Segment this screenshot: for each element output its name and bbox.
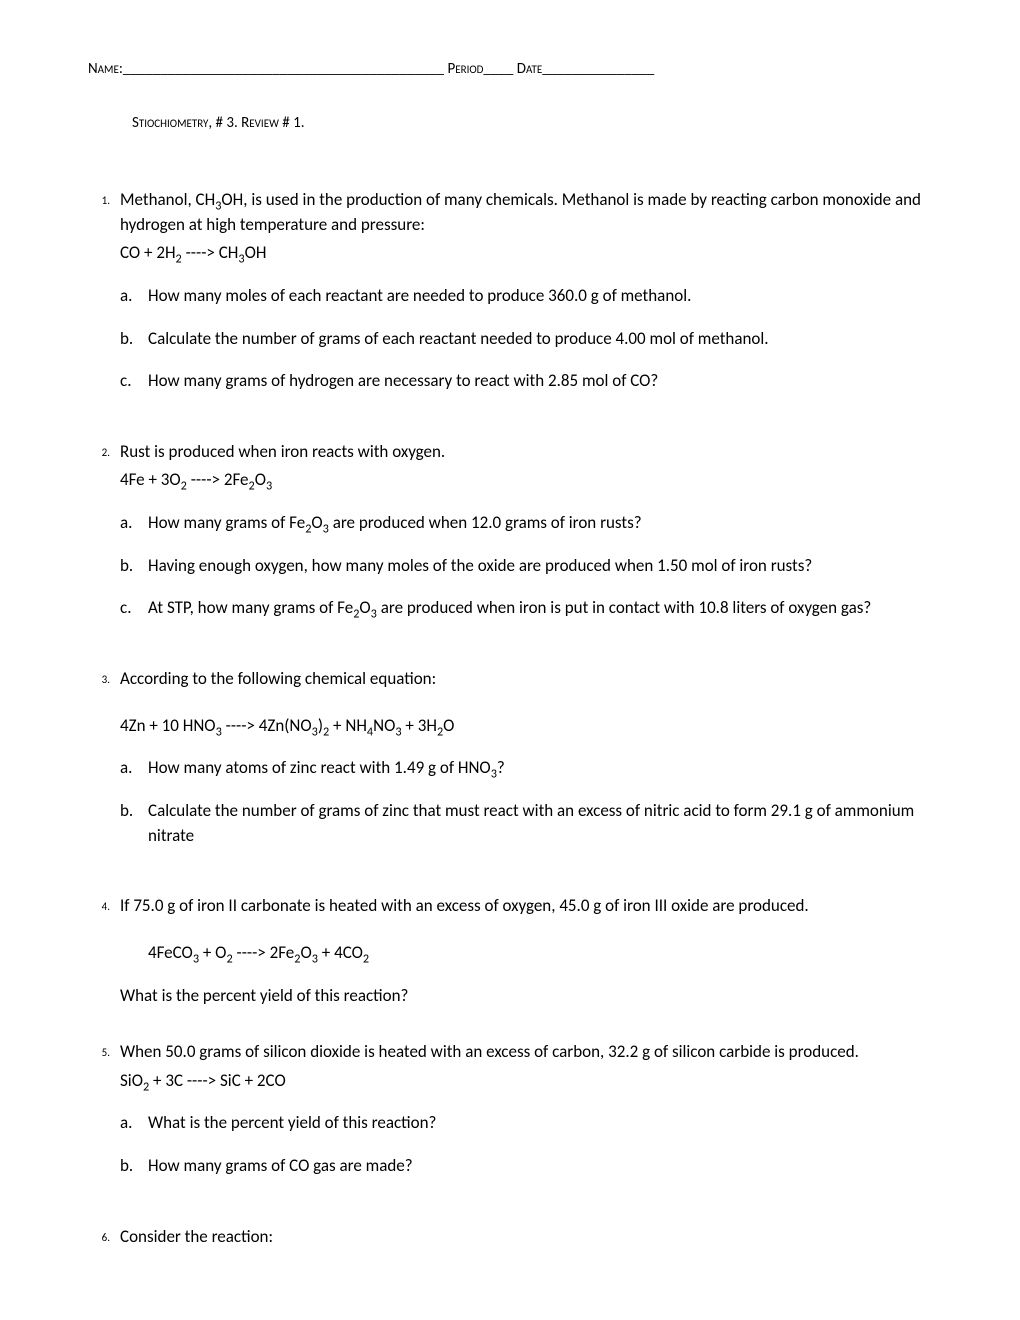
equation: SiO2 + 3C ----> SiC + 2CO [120, 1069, 932, 1094]
questions-container: 1.Methanol, CH3OH, is used in the produc… [88, 188, 932, 1253]
sub-item: b.Calculate the number of grams of zinc … [120, 799, 932, 848]
sub-letter: a. [120, 511, 148, 536]
equation: CO + 2H2 ----> CH3OH [120, 241, 932, 266]
sub-letter: c. [120, 369, 148, 394]
sub-item: c.How many grams of hydrogen are necessa… [120, 369, 932, 394]
follow-text: What is the percent yield of this reacti… [120, 984, 932, 1009]
sub-text: How many grams of Fe2O3 are produced whe… [148, 511, 932, 536]
sub-text: Calculate the number of grams of each re… [148, 327, 932, 352]
name-label: Name: [88, 60, 123, 78]
sub-letter: a. [120, 1111, 148, 1136]
equation: 4Zn + 10 HNO3 ----> 4Zn(NO3)2 + NH4NO3 +… [120, 714, 932, 739]
sub-list: a.How many grams of Fe2O3 are produced w… [120, 511, 932, 621]
sub-letter: a. [120, 756, 148, 781]
question-text: Rust is produced when iron reacts with o… [120, 440, 932, 465]
sub-list: a.How many atoms of zinc react with 1.49… [120, 756, 932, 848]
sub-letter: b. [120, 554, 148, 579]
question: 6.Consider the reaction: [88, 1225, 932, 1254]
sub-text: How many moles of each reactant are need… [148, 284, 932, 309]
worksheet-title: Stiochiometry, # 3. Review # 1. [132, 114, 932, 132]
sub-text: How many grams of hydrogen are necessary… [148, 369, 932, 394]
sub-text: How many atoms of zinc react with 1.49 g… [148, 756, 932, 781]
question-text: Consider the reaction: [120, 1225, 932, 1250]
sub-item: b.How many grams of CO gas are made? [120, 1154, 932, 1179]
sub-letter: b. [120, 1154, 148, 1179]
question-text: When 50.0 grams of silicon dioxide is he… [120, 1040, 932, 1065]
sub-item: b.Having enough oxygen, how many moles o… [120, 554, 932, 579]
question-body: When 50.0 grams of silicon dioxide is he… [120, 1040, 932, 1197]
question-number: 3. [88, 667, 120, 686]
sub-item: a.How many atoms of zinc react with 1.49… [120, 756, 932, 781]
sub-item: a.How many grams of Fe2O3 are produced w… [120, 511, 932, 536]
question-body: Methanol, CH3OH, is used in the producti… [120, 188, 932, 412]
sub-letter: b. [120, 799, 148, 848]
equation: 4FeCO3 + O2 ----> 2Fe2O3 + 4CO2 [148, 941, 932, 966]
date-label: Date [517, 60, 542, 78]
sub-text: What is the percent yield of this reacti… [148, 1111, 932, 1136]
question-text: Methanol, CH3OH, is used in the producti… [120, 188, 932, 237]
question-text: According to the following chemical equa… [120, 667, 932, 692]
period-label: Period [448, 60, 484, 78]
name-blank: ________________________________________… [123, 60, 444, 78]
question-body: According to the following chemical equa… [120, 667, 932, 866]
question-number: 6. [88, 1225, 120, 1244]
sub-text: How many grams of CO gas are made? [148, 1154, 932, 1179]
period-blank: ____ [483, 60, 513, 78]
question: 2.Rust is produced when iron reacts with… [88, 440, 932, 639]
question-number: 4. [88, 894, 120, 913]
sub-item: b.Calculate the number of grams of each … [120, 327, 932, 352]
sub-item: c.At STP, how many grams of Fe2O3 are pr… [120, 596, 932, 621]
sub-letter: c. [120, 596, 148, 621]
sub-list: a.How many moles of each reactant are ne… [120, 284, 932, 394]
question: 3.According to the following chemical eq… [88, 667, 932, 866]
question-text: If 75.0 g of iron II carbonate is heated… [120, 894, 932, 919]
question-body: Consider the reaction: [120, 1225, 932, 1254]
sub-list: a.What is the percent yield of this reac… [120, 1111, 932, 1178]
question-body: If 75.0 g of iron II carbonate is heated… [120, 894, 932, 1012]
equation: 4Fe + 3O2 ----> 2Fe2O3 [120, 468, 932, 493]
question: 4.If 75.0 g of iron II carbonate is heat… [88, 894, 932, 1012]
question-body: Rust is produced when iron reacts with o… [120, 440, 932, 639]
sub-text: At STP, how many grams of Fe2O3 are prod… [148, 596, 932, 621]
sub-item: a.How many moles of each reactant are ne… [120, 284, 932, 309]
question: 5.When 50.0 grams of silicon dioxide is … [88, 1040, 932, 1197]
sub-item: a.What is the percent yield of this reac… [120, 1111, 932, 1136]
question-number: 2. [88, 440, 120, 459]
header-line: Name:___________________________________… [88, 60, 932, 78]
question-number: 5. [88, 1040, 120, 1059]
question-number: 1. [88, 188, 120, 207]
sub-letter: b. [120, 327, 148, 352]
date-blank: _______________ [542, 60, 654, 78]
sub-letter: a. [120, 284, 148, 309]
sub-text: Having enough oxygen, how many moles of … [148, 554, 932, 579]
question: 1.Methanol, CH3OH, is used in the produc… [88, 188, 932, 412]
sub-text: Calculate the number of grams of zinc th… [148, 799, 932, 848]
